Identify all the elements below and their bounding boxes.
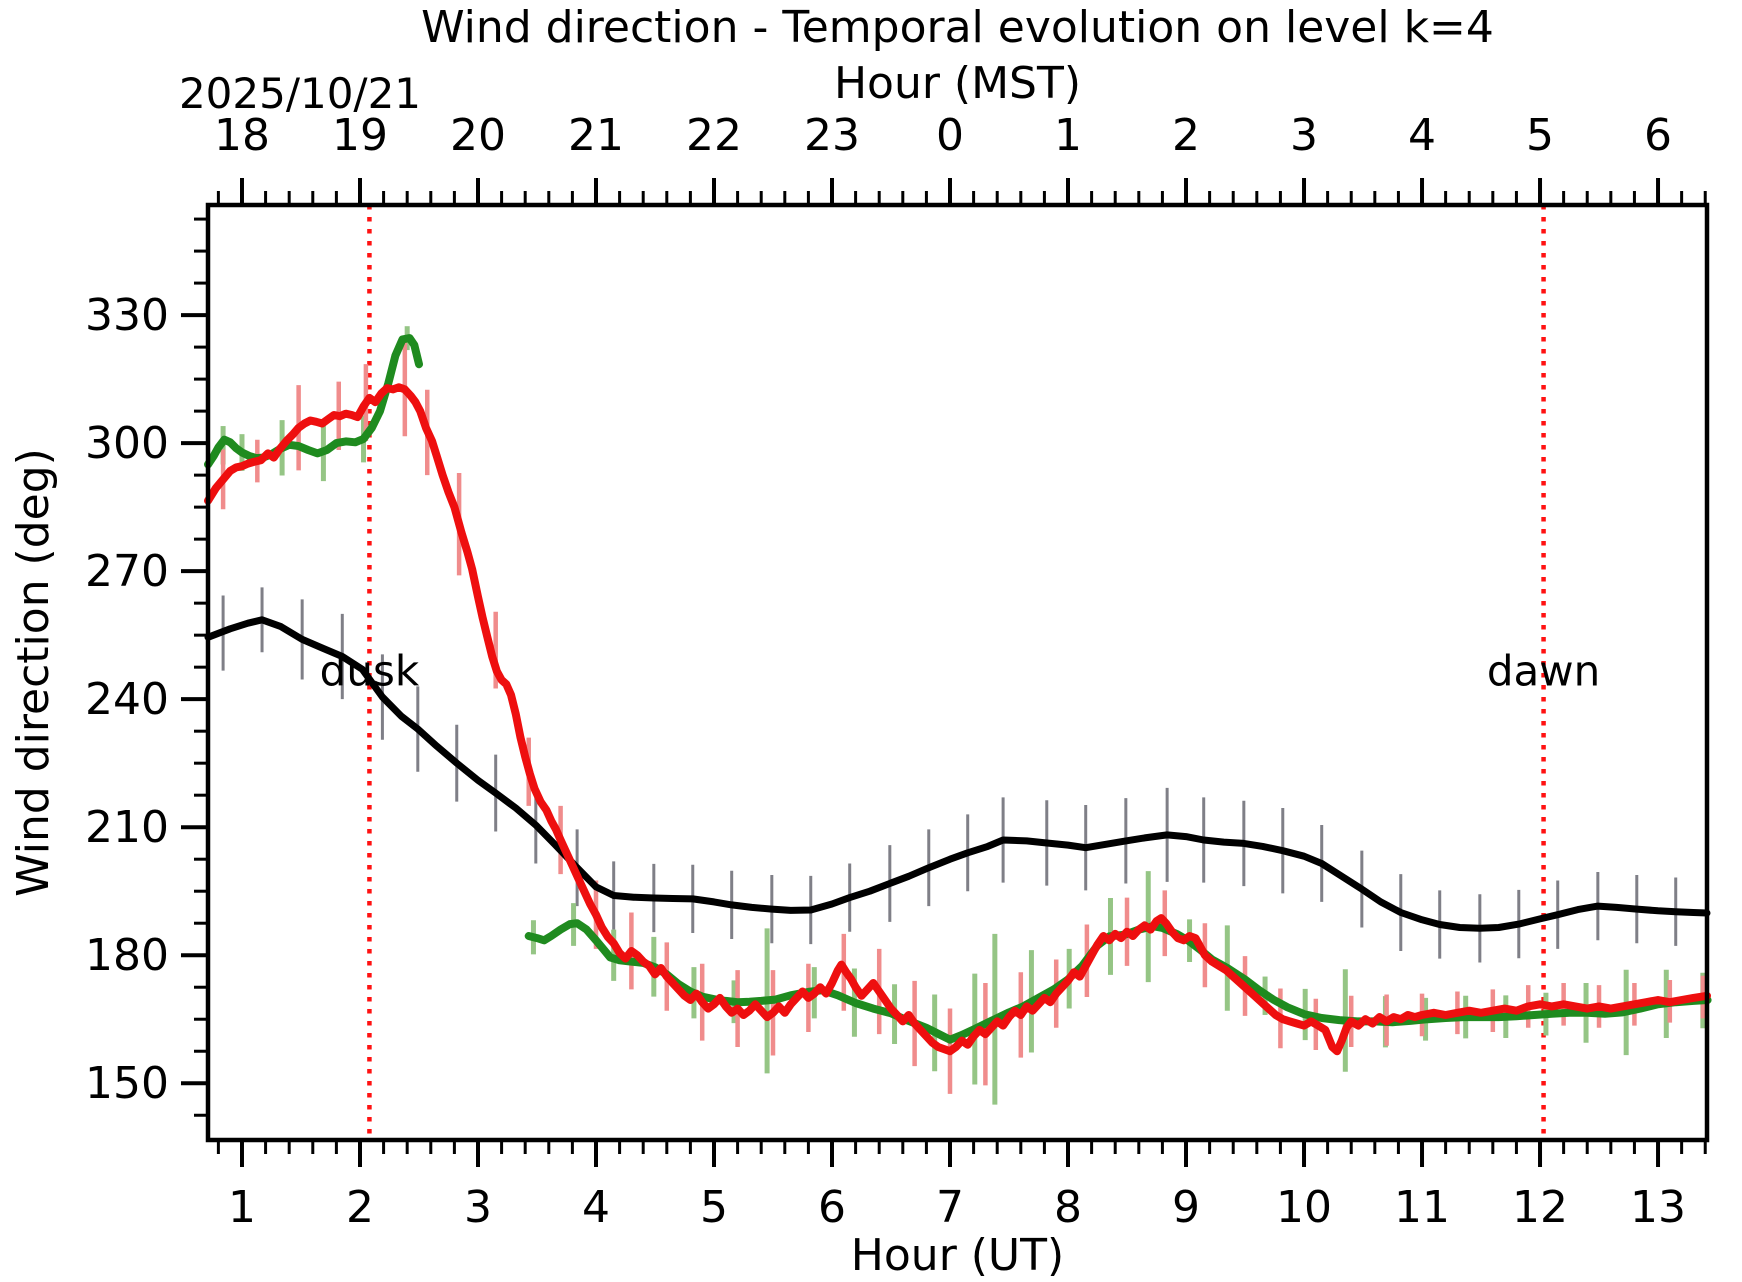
x-tick-label-bottom: 8 xyxy=(1054,1182,1082,1233)
x-tick-label-bottom: 3 xyxy=(464,1182,492,1233)
y-tick-label: 240 xyxy=(85,674,169,725)
black-series-line xyxy=(204,616,1711,932)
x-tick-label-top: 23 xyxy=(804,110,860,161)
y-axis-label: Wind direction (deg) xyxy=(8,448,59,897)
x-tick-label-bottom: 2 xyxy=(346,1182,374,1233)
x-tick-label-bottom: 13 xyxy=(1630,1182,1686,1233)
x-tick-label-top: 0 xyxy=(936,110,964,161)
x-tick-label-top: 6 xyxy=(1644,110,1672,161)
x-tick-label-bottom: 5 xyxy=(700,1182,728,1233)
x-tick-label-bottom: 1 xyxy=(228,1182,256,1233)
dusk-annotation: dusk xyxy=(320,646,420,695)
x-tick-label-top: 19 xyxy=(332,110,388,161)
x-tick-label-top: 2 xyxy=(1172,110,1200,161)
y-tick-label: 300 xyxy=(85,418,169,469)
x-tick-label-bottom: 4 xyxy=(582,1182,610,1233)
bottom-axis-ticks xyxy=(216,1140,1707,1167)
red-series-line xyxy=(204,383,1711,1056)
x-tick-label-bottom: 7 xyxy=(936,1182,964,1233)
x-tick-label-bottom: 12 xyxy=(1512,1182,1568,1233)
x-tick-label-bottom: 11 xyxy=(1394,1182,1450,1233)
y-tick-label: 150 xyxy=(85,1058,169,1109)
y-tick-label: 270 xyxy=(85,546,169,597)
x-tick-label-top: 21 xyxy=(568,110,624,161)
chart-title: Wind direction - Temporal evolution on l… xyxy=(421,2,1494,53)
x-tick-label-top: 3 xyxy=(1290,110,1318,161)
x-tick-label-top: 1 xyxy=(1054,110,1082,161)
x-tick-label-top: 5 xyxy=(1526,110,1554,161)
x-tick-label-top: 4 xyxy=(1408,110,1436,161)
top-axis-label: Hour (MST) xyxy=(834,58,1081,109)
y-tick-label: 180 xyxy=(85,930,169,981)
dawn-annotation: dawn xyxy=(1487,646,1600,695)
y-tick-label: 210 xyxy=(85,802,169,853)
green-series-line-segment-1 xyxy=(204,334,423,469)
x-tick-label-bottom: 6 xyxy=(818,1182,846,1233)
top-axis-ticks xyxy=(216,178,1707,205)
bottom-axis-label: Hour (UT) xyxy=(851,1230,1064,1281)
date-label: 2025/10/21 xyxy=(179,69,421,118)
y-tick-label: 330 xyxy=(85,290,169,341)
x-tick-label-bottom: 10 xyxy=(1276,1182,1332,1233)
left-axis-ticks xyxy=(181,217,208,1117)
plot-frame xyxy=(205,202,1710,1143)
x-tick-label-bottom: 9 xyxy=(1172,1182,1200,1233)
x-tick-label-top: 18 xyxy=(214,110,270,161)
x-tick-label-top: 20 xyxy=(450,110,506,161)
x-tick-label-top: 22 xyxy=(686,110,742,161)
